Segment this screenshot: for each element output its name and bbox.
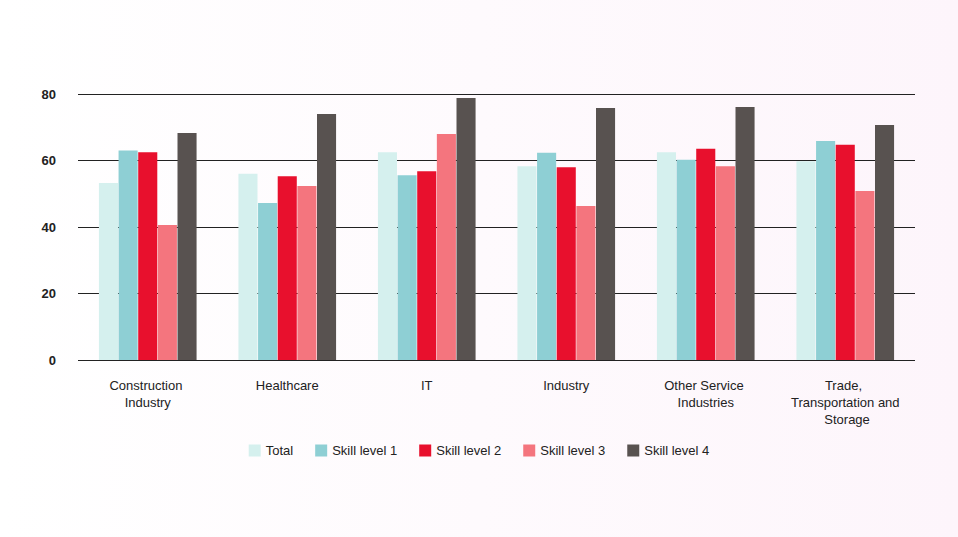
svg-text:80: 80 <box>42 87 56 102</box>
svg-text:Trade,: Trade, <box>825 378 866 393</box>
svg-text:Industry: Industry <box>543 378 590 393</box>
svg-text:Industry: Industry <box>125 395 172 410</box>
svg-text:Skill level 2: Skill level 2 <box>436 443 501 458</box>
svg-text:Other Service: Other Service <box>664 378 747 393</box>
svg-text:60: 60 <box>42 153 56 168</box>
svg-text:Construction: Construction <box>109 378 186 393</box>
svg-text:40: 40 <box>42 220 56 235</box>
svg-text:Storage: Storage <box>821 412 870 427</box>
svg-text:Industries: Industries <box>678 395 735 410</box>
svg-text:Transportation and: Transportation and <box>791 395 900 410</box>
svg-text:Total: Total <box>266 443 294 458</box>
svg-text:0: 0 <box>49 353 56 368</box>
svg-text:Skill level 3: Skill level 3 <box>540 443 605 458</box>
svg-text:20: 20 <box>42 286 56 301</box>
svg-text:Skill level 4: Skill level 4 <box>644 443 709 458</box>
svg-text:Healthcare: Healthcare <box>256 378 319 393</box>
svg-text:Skill level 1: Skill level 1 <box>332 443 397 458</box>
svg-text:IT: IT <box>421 378 433 393</box>
